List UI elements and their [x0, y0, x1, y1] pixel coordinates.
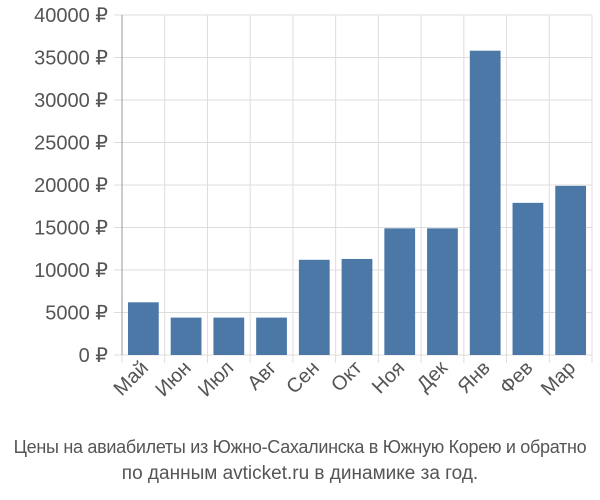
- bar: [512, 202, 544, 355]
- y-tick-label: 0 ₽: [79, 345, 109, 367]
- bar: [256, 317, 287, 355]
- bar: [298, 259, 330, 355]
- x-tick-label: Янв: [454, 357, 495, 398]
- x-tick-label: Ноя: [368, 357, 409, 398]
- x-tick-label: Июл: [194, 357, 238, 401]
- x-tick-label: Июн: [151, 357, 195, 401]
- y-tick-label: 10000 ₽: [34, 260, 108, 282]
- bar: [384, 228, 416, 355]
- y-tick-label: 25000 ₽: [34, 133, 108, 155]
- bar: [170, 317, 202, 355]
- chart-caption-line-2: по данным avticket.ru в динамике за год.: [121, 463, 479, 484]
- x-tick-label: Май: [110, 357, 153, 400]
- bar: [469, 50, 501, 355]
- x-tick-label: Окт: [327, 357, 366, 396]
- x-tick-label: Мар: [537, 357, 580, 400]
- bar: [427, 228, 458, 355]
- bar: [341, 258, 373, 355]
- bar: [555, 185, 587, 355]
- y-tick-label: 5000 ₽: [45, 303, 108, 325]
- bar: [213, 317, 245, 355]
- y-tick-label: 35000 ₽: [34, 48, 108, 70]
- bar-chart: 0 ₽ 5000 ₽ 10000 ₽ 15000 ₽ 20000 ₽ 25000 ₽ 300…: [34, 5, 593, 401]
- bar: [127, 302, 159, 355]
- x-tick-label: Авг: [243, 357, 281, 395]
- x-tick-label: Фев: [496, 357, 538, 399]
- y-tick-label: 20000 ₽: [34, 175, 108, 197]
- x-tick-label: Сен: [282, 357, 323, 398]
- x-tick-label: Дек: [413, 357, 452, 396]
- y-tick-label: 15000 ₽: [34, 218, 108, 240]
- y-tick-label: 30000 ₽: [34, 90, 108, 112]
- chart-caption-line-1: Цены на авиабилеты из Южно-Сахалинска в …: [13, 437, 587, 457]
- y-tick-label: 40000 ₽: [34, 5, 108, 27]
